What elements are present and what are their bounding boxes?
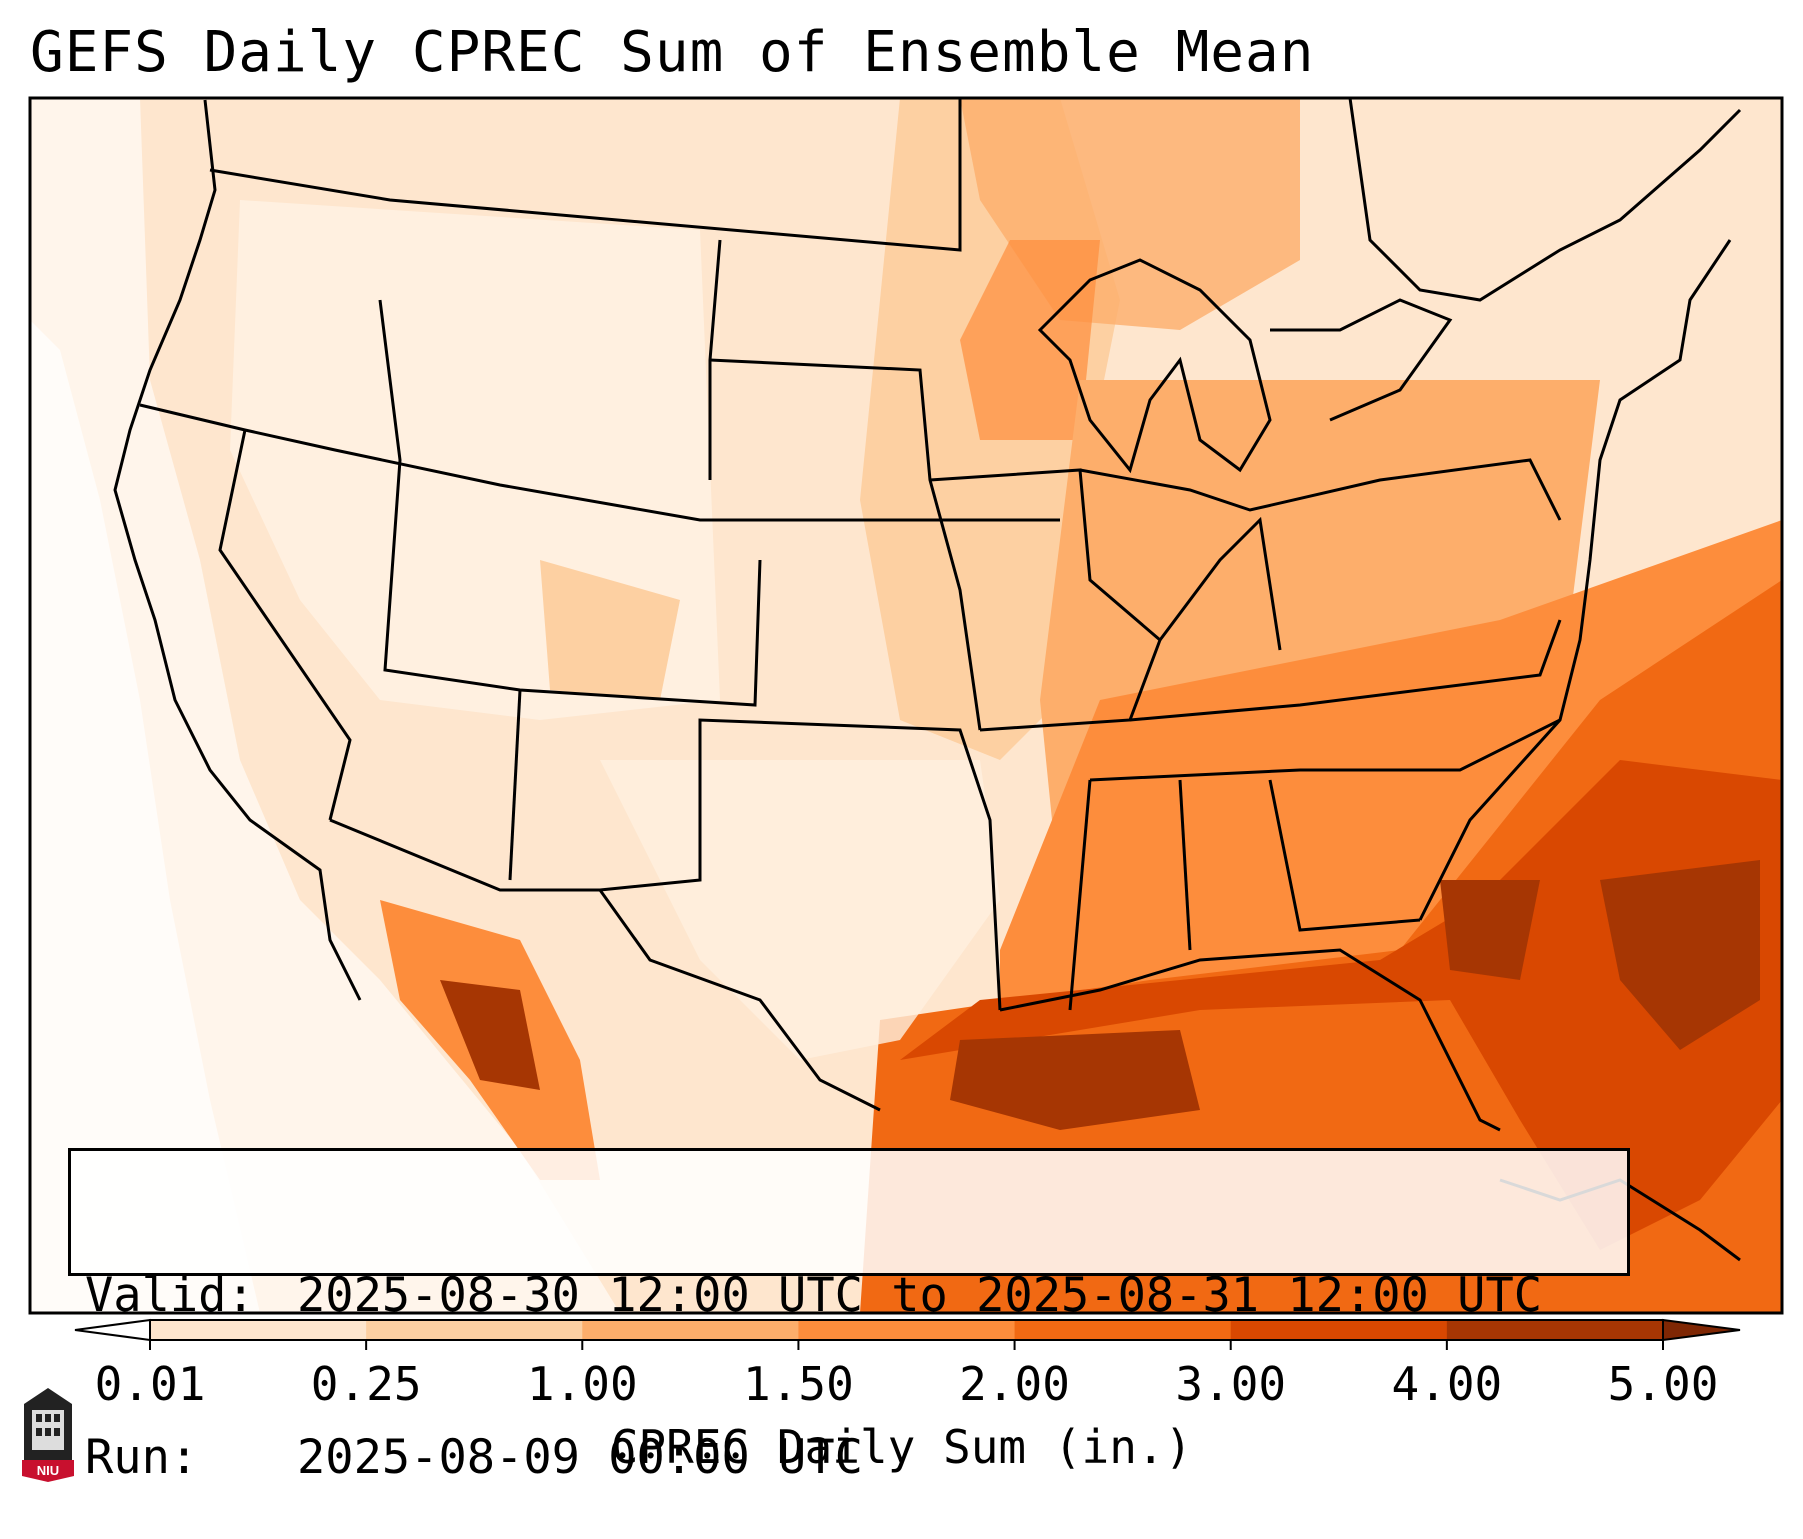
- colorbar-tick-label: 5.00: [1607, 1357, 1719, 1411]
- gulf-coastline: [999, 948, 1501, 1132]
- colorbar-tick-label: 1.50: [743, 1357, 854, 1411]
- atlantic-coastline: [1418, 239, 1732, 921]
- map-frame: [28, 96, 1784, 1315]
- map-title: GEFS Daily CPREC Sum of Ensemble Mean: [30, 20, 1315, 85]
- colorbar-segment: [150, 1320, 367, 1340]
- niu-logo: NIU: [22, 1388, 74, 1482]
- pacific-coastline: [113, 99, 362, 1001]
- run-line: Run: 2025-08-09 00:00 UTC: [85, 1431, 1613, 1485]
- colorbar-segment: [798, 1320, 1016, 1340]
- colorbar-tick-label: 1.00: [526, 1357, 638, 1411]
- colorbar-tick-label: 0.01: [94, 1357, 206, 1411]
- boundary-lines: [113, 98, 1742, 1262]
- run-value: 2025-08-09 00:00 UTC: [297, 1430, 863, 1485]
- valid-line: Valid: 2025-08-30 12:00 UTC to 2025-08-31…: [85, 1269, 1613, 1323]
- colorbar-segment: [1014, 1320, 1232, 1340]
- colorbar-segment: [582, 1320, 799, 1340]
- colorbar-segment: [1230, 1320, 1448, 1340]
- run-label: Run:: [85, 1430, 199, 1485]
- valid-label: Valid:: [85, 1268, 255, 1323]
- valid-value: 2025-08-30 12:00 UTC to 2025-08-31 12:00…: [297, 1268, 1543, 1323]
- colorbar: [74, 1318, 1741, 1350]
- logo-text: NIU: [37, 1463, 59, 1478]
- canada-border: [209, 98, 962, 252]
- colorbar-tick-label: 0.25: [310, 1357, 422, 1411]
- colorbar-tick-label: 2.00: [959, 1357, 1070, 1411]
- colorbar-segment: [1446, 1320, 1664, 1340]
- colorbar-tick-label: 3.00: [1175, 1357, 1287, 1411]
- map-canvas: [28, 96, 1784, 1350]
- colorbar-tick-label: 4.00: [1391, 1357, 1503, 1411]
- precip-field: [30, 98, 1782, 1313]
- great-lakes-outline: [1037, 258, 1272, 474]
- valid-run-info-box: Valid: 2025-08-30 12:00 UTC to 2025-08-31…: [68, 1148, 1630, 1485]
- colorbar-segment: [366, 1320, 583, 1340]
- colorbar-max-extend: [1662, 1318, 1741, 1342]
- colorbar-label: CPREC Daily Sum (in.): [610, 1420, 1193, 1474]
